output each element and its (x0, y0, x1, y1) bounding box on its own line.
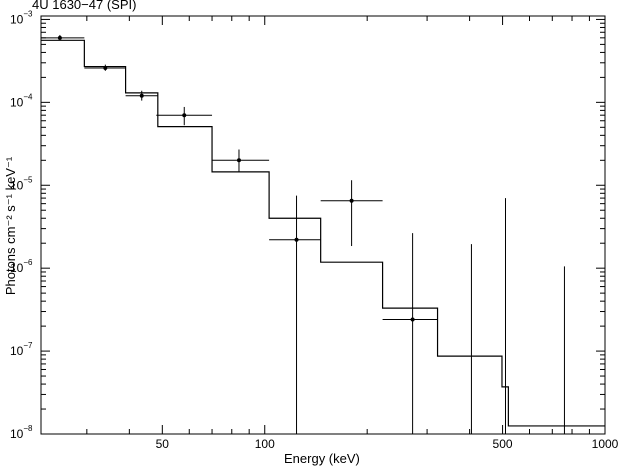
data-point (57, 35, 62, 40)
data-point (236, 158, 241, 163)
model-step-line (41, 39, 605, 427)
x-axis-label: Energy (keV) (284, 451, 360, 466)
y-tick-label: 10−7 (10, 341, 33, 358)
data-point (294, 237, 299, 242)
data-point (349, 198, 354, 203)
x-tick-label: 100 (255, 437, 275, 451)
chart-title: 4U 1630−47 (SPI) (32, 0, 137, 12)
data-point (182, 113, 187, 118)
x-tick-label: 1000 (592, 437, 619, 451)
x-tick-label: 500 (493, 437, 513, 451)
data-point (103, 65, 108, 70)
y-tick-label: 10−4 (10, 92, 33, 109)
data-point (410, 317, 415, 322)
x-tick-label: 50 (156, 437, 170, 451)
y-tick-label: 10−5 (10, 175, 33, 192)
y-tick-label: 10−3 (10, 9, 33, 26)
plot-frame (40, 15, 606, 435)
y-tick-label: 10−8 (10, 424, 33, 441)
y-tick-label: 10−6 (10, 258, 33, 275)
data-point (139, 93, 144, 98)
